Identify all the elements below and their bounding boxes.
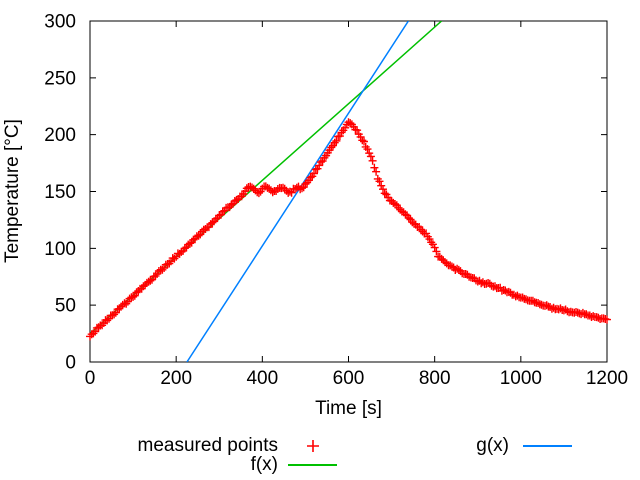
x-tick-label: 200 [160,368,192,389]
y-tick-label: 0 [65,353,76,374]
y-tick-label: 100 [44,239,76,260]
legend-g-line-sample [523,445,572,447]
y-tick-label: 50 [55,296,76,317]
series-line-gx [186,21,410,362]
x-axis-title: Time [s] [315,398,382,419]
plot-frame [89,20,608,363]
x-tick-label: 0 [85,368,96,389]
y-tick-label: 300 [44,12,76,33]
y-tick-label: 250 [44,68,76,89]
x-tick-label: 1000 [500,368,542,389]
legend-g-label: g(x) [476,435,509,456]
legend-f-line-sample [288,464,337,466]
series-measured-points [86,118,611,341]
legend-measured-points-label: measured points [137,435,278,456]
y-axis-title: Temperature [°C] [2,119,23,263]
x-tick-label: 400 [246,368,278,389]
x-tick-label: 1200 [586,368,628,389]
y-tick-label: 200 [44,125,76,146]
legend-measured-points-marker [307,440,319,452]
x-tick-label: 600 [333,368,365,389]
axis-ticks [89,20,608,363]
legend-f-label: f(x) [250,454,278,475]
y-tick-label: 150 [44,182,76,203]
x-tick-label: 800 [419,368,451,389]
